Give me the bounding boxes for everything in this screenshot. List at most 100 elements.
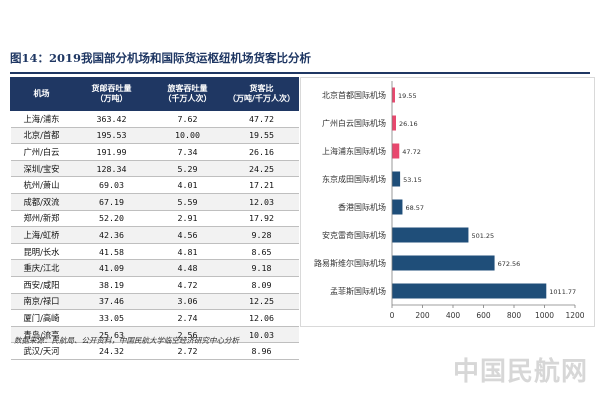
cell-ratio: 17.21 — [224, 176, 299, 194]
cell-ratio: 26.16 — [224, 143, 299, 161]
cell-ratio: 9.18 — [224, 259, 299, 277]
cell-airport: 深圳/宝安 — [10, 160, 73, 178]
table-header-row: 机场 货邮吞吐量 （万吨） 旅客吞吐量 （千万人次） 货客比 （万吨/千万人次） — [10, 77, 299, 111]
table-row: 厦门/高崎 33.05 2.74 12.06 — [10, 309, 299, 327]
cell-ratio: 8.09 — [224, 276, 299, 294]
chart-frame — [300, 77, 595, 327]
cell-airport: 杭州/萧山 — [10, 176, 73, 194]
cell-passengers: 3.06 — [150, 293, 225, 311]
x-tick-label: 1000 — [535, 311, 554, 320]
bar — [392, 171, 401, 187]
data-label: 68.57 — [405, 204, 424, 212]
cell-passengers: 4.72 — [150, 276, 225, 294]
cell-ratio: 9.28 — [224, 226, 299, 244]
table-row: 重庆/江北 41.09 4.48 9.18 — [10, 259, 299, 277]
cell-cargo: 41.58 — [72, 243, 151, 261]
x-tick-label: 400 — [446, 311, 461, 320]
bar-chart-svg: 北京首都国际机场 19.55 广州白云国际机场 26.16 上海浦东国际机场 47.72 东… — [300, 77, 595, 327]
cargo-ratio-chart: 北京首都国际机场 19.55 广州白云国际机场 26.16 上海浦东国际机场 47.72 东… — [300, 77, 595, 327]
cell-cargo: 67.19 — [72, 193, 151, 211]
table-row: 武汉/天河 24.32 2.72 8.96 — [10, 342, 299, 360]
cell-cargo: 41.09 — [72, 259, 151, 277]
table-row: 北京/首都 195.53 10.00 19.55 — [10, 127, 299, 145]
header-passengers: 旅客吞吐量 （千万人次） — [150, 77, 225, 111]
bar — [392, 255, 495, 271]
header-cargo: 货邮吞吐量 （万吨） — [72, 77, 151, 111]
cell-cargo: 24.32 — [72, 342, 151, 360]
cell-passengers: 4.56 — [150, 226, 225, 244]
data-label: 47.72 — [402, 148, 421, 156]
y-tick-label: 香港国际机场 — [338, 202, 386, 212]
cell-passengers: 2.72 — [150, 342, 225, 360]
figure-title: 图14：2019我国部分机场和国际货运枢纽机场货客比分析 — [10, 51, 312, 65]
bar — [392, 143, 400, 159]
y-tick-label: 北京首都国际机场 — [322, 90, 386, 100]
table-row: 上海/虹桥 42.36 4.56 9.28 — [10, 226, 299, 244]
cell-airport: 重庆/江北 — [10, 259, 73, 277]
table-row: 青岛/流亭 25.63 2.56 10.03 — [10, 326, 299, 344]
table-body: 上海/浦东 363.42 7.62 47.72 北京/首都 195.53 10.00 19.5… — [10, 110, 299, 360]
cell-airport: 南京/禄口 — [10, 293, 73, 311]
cell-ratio: 10.03 — [224, 326, 299, 344]
bar — [392, 115, 396, 131]
cell-cargo: 69.03 — [72, 176, 151, 194]
cell-airport: 成都/双流 — [10, 193, 73, 211]
y-tick-label: 安克雷奇国际机场 — [322, 230, 386, 240]
x-tick-label: 1200 — [565, 311, 584, 320]
cell-airport: 上海/虹桥 — [10, 226, 73, 244]
title-divider — [10, 72, 590, 74]
cell-airport: 广州/白云 — [10, 143, 73, 161]
data-label: 501.25 — [471, 232, 494, 240]
cell-airport: 青岛/流亭 — [10, 326, 73, 344]
table-row: 广州/白云 191.99 7.34 26.16 — [10, 143, 299, 161]
cell-cargo: 191.99 — [72, 143, 151, 161]
cell-passengers: 10.00 — [150, 127, 225, 145]
x-tick-label: 200 — [415, 311, 430, 320]
cell-airport: 西安/咸阳 — [10, 276, 73, 294]
cell-cargo: 128.34 — [72, 160, 151, 178]
cell-cargo: 42.36 — [72, 226, 151, 244]
cell-cargo: 38.19 — [72, 276, 151, 294]
bar — [392, 283, 547, 299]
cell-cargo: 363.42 — [72, 110, 151, 128]
cell-airport: 昆明/长水 — [10, 243, 73, 261]
data-label: 19.55 — [398, 92, 417, 100]
cell-ratio: 8.96 — [224, 342, 299, 360]
x-tick-label: 0 — [390, 311, 395, 320]
cell-ratio: 17.92 — [224, 210, 299, 228]
x-tick-label: 600 — [476, 311, 491, 320]
cell-ratio: 47.72 — [224, 110, 299, 128]
cell-passengers: 2.91 — [150, 210, 225, 228]
cell-airport: 厦门/高崎 — [10, 309, 73, 327]
table-row: 南京/禄口 37.46 3.06 12.25 — [10, 293, 299, 311]
cell-cargo: 195.53 — [72, 127, 151, 145]
y-tick-label: 广州白云国际机场 — [322, 118, 386, 128]
cell-ratio: 8.65 — [224, 243, 299, 261]
data-label: 26.16 — [399, 120, 418, 128]
table-row: 昆明/长水 41.58 4.81 8.65 — [10, 243, 299, 261]
header-ratio: 货客比 （万吨/千万人次） — [224, 77, 299, 111]
cell-ratio: 12.03 — [224, 193, 299, 211]
cell-passengers: 2.56 — [150, 326, 225, 344]
x-tick-label: 800 — [507, 311, 522, 320]
y-tick-label: 上海浦东国际机场 — [322, 146, 386, 156]
cargo-passenger-table: 机场 货邮吞吐量 （万吨） 旅客吞吐量 （千万人次） 货客比 （万吨/千万人次）… — [10, 77, 299, 360]
bar — [392, 87, 395, 103]
cell-cargo: 25.63 — [72, 326, 151, 344]
cell-cargo: 37.46 — [72, 293, 151, 311]
y-tick-label: 东京成田国际机场 — [322, 174, 386, 184]
watermark-logo: 中国民航网 — [452, 357, 588, 387]
data-label: 53.15 — [403, 176, 422, 184]
header-airport: 机场 — [10, 77, 73, 111]
table-row: 杭州/萧山 69.03 4.01 17.21 — [10, 176, 299, 194]
data-label: 672.56 — [498, 260, 521, 268]
cell-passengers: 5.29 — [150, 160, 225, 178]
cell-ratio: 24.25 — [224, 160, 299, 178]
y-tick-label: 路易斯维尔国际机场 — [314, 258, 386, 268]
cell-cargo: 33.05 — [72, 309, 151, 327]
bar — [392, 199, 403, 215]
cell-passengers: 7.62 — [150, 110, 225, 128]
cell-airport: 武汉/天河 — [10, 342, 73, 360]
y-tick-label: 孟菲斯国际机场 — [330, 286, 386, 296]
data-label: 1011.77 — [549, 288, 576, 296]
